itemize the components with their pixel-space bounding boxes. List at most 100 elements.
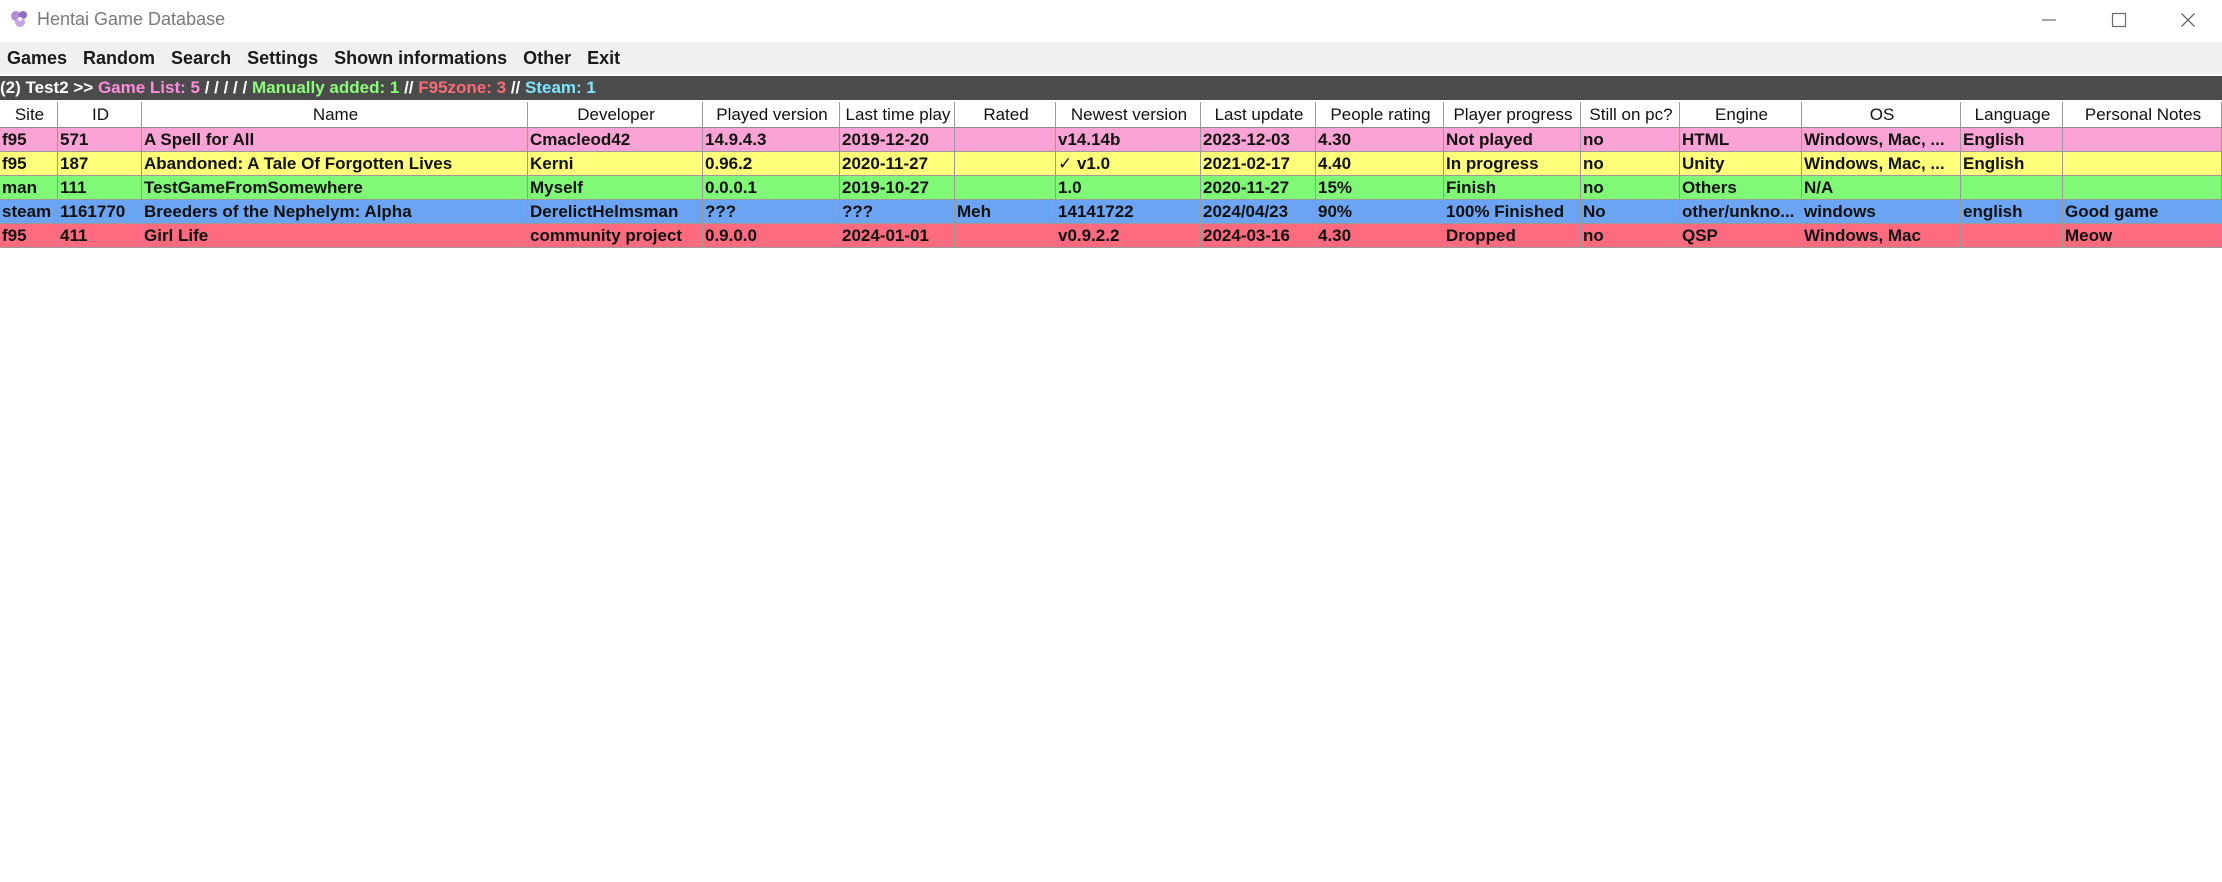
cell-name[interactable]: Girl Life — [142, 224, 528, 247]
cell-language[interactable] — [1961, 176, 2063, 199]
minimize-button[interactable] — [2015, 0, 2083, 40]
cell-os[interactable]: Windows, Mac — [1802, 224, 1961, 247]
cell-personal-notes[interactable] — [2063, 152, 2222, 175]
cell-people-rating[interactable]: 4.30 — [1316, 224, 1444, 247]
column-header-os[interactable]: OS — [1802, 102, 1961, 127]
cell-rated[interactable] — [955, 152, 1056, 175]
cell-id[interactable]: 187 — [58, 152, 142, 175]
cell-player-progress[interactable]: Not played — [1444, 128, 1581, 151]
cell-name[interactable]: Abandoned: A Tale Of Forgotten Lives — [142, 152, 528, 175]
column-header-name[interactable]: Name — [142, 102, 528, 127]
cell-player-progress[interactable]: Dropped — [1444, 224, 1581, 247]
cell-people-rating[interactable]: 15% — [1316, 176, 1444, 199]
table-row[interactable]: steam 1161770 Breeders of the Nephelym: Al… — [0, 200, 2222, 224]
cell-engine[interactable]: QSP — [1680, 224, 1802, 247]
cell-personal-notes[interactable] — [2063, 176, 2222, 199]
cell-still-on-pc[interactable]: No — [1581, 200, 1680, 223]
cell-name[interactable]: TestGameFromSomewhere — [142, 176, 528, 199]
column-header-language[interactable]: Language — [1961, 102, 2063, 127]
cell-newest-version[interactable]: v0.9.2.2 — [1056, 224, 1201, 247]
cell-site[interactable]: steam — [0, 200, 58, 223]
cell-last-time-play[interactable]: 2019-10-27 — [840, 176, 955, 199]
cell-last-update[interactable]: 2023-12-03 — [1201, 128, 1316, 151]
cell-played-version[interactable]: 0.0.0.1 — [703, 176, 840, 199]
cell-played-version[interactable]: 14.9.4.3 — [703, 128, 840, 151]
menu-games[interactable]: Games — [7, 48, 68, 68]
cell-played-version[interactable]: ??? — [703, 200, 840, 223]
table-row[interactable]: f95 411 Girl Life community project 0.9.0.0 2… — [0, 224, 2222, 248]
cell-developer[interactable]: Myself — [528, 176, 703, 199]
cell-people-rating[interactable]: 90% — [1316, 200, 1444, 223]
cell-developer[interactable]: Kerni — [528, 152, 703, 175]
column-header-newest-version[interactable]: Newest version — [1056, 102, 1201, 127]
cell-engine[interactable]: Others — [1680, 176, 1802, 199]
cell-still-on-pc[interactable]: no — [1581, 152, 1680, 175]
column-header-engine[interactable]: Engine — [1680, 102, 1802, 127]
menu-search[interactable]: Search — [171, 48, 232, 68]
table-row[interactable]: man 111 TestGameFromSomewhere Myself 0.0.0.1… — [0, 176, 2222, 200]
cell-name[interactable]: Breeders of the Nephelym: Alpha — [142, 200, 528, 223]
cell-language[interactable] — [1961, 224, 2063, 247]
cell-id[interactable]: 1161770 — [58, 200, 142, 223]
cell-name[interactable]: A Spell for All — [142, 128, 528, 151]
cell-rated[interactable] — [955, 128, 1056, 151]
cell-site[interactable]: f95 — [0, 224, 58, 247]
cell-site[interactable]: f95 — [0, 152, 58, 175]
cell-last-update[interactable]: 2024/04/23 — [1201, 200, 1316, 223]
cell-site[interactable]: f95 — [0, 128, 58, 151]
column-header-developer[interactable]: Developer — [528, 102, 703, 127]
cell-still-on-pc[interactable]: no — [1581, 176, 1680, 199]
cell-rated[interactable]: Meh — [955, 200, 1056, 223]
cell-language[interactable]: English — [1961, 128, 2063, 151]
maximize-button[interactable] — [2085, 0, 2153, 40]
cell-engine[interactable]: HTML — [1680, 128, 1802, 151]
cell-os[interactable]: windows — [1802, 200, 1961, 223]
cell-id[interactable]: 571 — [58, 128, 142, 151]
cell-personal-notes[interactable]: Meow — [2063, 224, 2222, 247]
cell-developer[interactable]: Cmacleod42 — [528, 128, 703, 151]
cell-developer[interactable]: community project — [528, 224, 703, 247]
menu-exit[interactable]: Exit — [587, 48, 621, 68]
column-header-rated[interactable]: Rated — [955, 102, 1056, 127]
cell-rated[interactable] — [955, 176, 1056, 199]
cell-id[interactable]: 411 — [58, 224, 142, 247]
cell-played-version[interactable]: 0.9.0.0 — [703, 224, 840, 247]
cell-still-on-pc[interactable]: no — [1581, 224, 1680, 247]
cell-last-update[interactable]: 2024-03-16 — [1201, 224, 1316, 247]
cell-language[interactable]: english — [1961, 200, 2063, 223]
cell-still-on-pc[interactable]: no — [1581, 128, 1680, 151]
menu-random[interactable]: Random — [83, 48, 156, 68]
cell-site[interactable]: man — [0, 176, 58, 199]
cell-newest-version[interactable]: 1.0 — [1056, 176, 1201, 199]
cell-last-time-play[interactable]: 2020-11-27 — [840, 152, 955, 175]
cell-newest-version[interactable]: 14141722 — [1056, 200, 1201, 223]
column-header-still-on-pc[interactable]: Still on pc? — [1581, 102, 1680, 127]
cell-id[interactable]: 111 — [58, 176, 142, 199]
column-header-site[interactable]: Site — [0, 102, 58, 127]
cell-language[interactable]: English — [1961, 152, 2063, 175]
column-header-last-time-play[interactable]: Last time play — [840, 102, 955, 127]
cell-people-rating[interactable]: 4.40 — [1316, 152, 1444, 175]
cell-player-progress[interactable]: In progress — [1444, 152, 1581, 175]
cell-rated[interactable] — [955, 224, 1056, 247]
close-button[interactable] — [2154, 0, 2222, 40]
cell-os[interactable]: Windows, Mac, ... — [1802, 152, 1961, 175]
cell-last-time-play[interactable]: 2019-12-20 — [840, 128, 955, 151]
column-header-personal-notes[interactable]: Personal Notes — [2063, 102, 2222, 127]
menu-other[interactable]: Other — [523, 48, 572, 68]
cell-player-progress[interactable]: 100% Finished — [1444, 200, 1581, 223]
menu-settings[interactable]: Settings — [247, 48, 319, 68]
cell-os[interactable]: Windows, Mac, ... — [1802, 128, 1961, 151]
cell-engine[interactable]: Unity — [1680, 152, 1802, 175]
cell-os[interactable]: N/A — [1802, 176, 1961, 199]
cell-newest-version[interactable]: v14.14b — [1056, 128, 1201, 151]
cell-player-progress[interactable]: Finish — [1444, 176, 1581, 199]
column-header-people-rating[interactable]: People rating — [1316, 102, 1444, 127]
cell-people-rating[interactable]: 4.30 — [1316, 128, 1444, 151]
column-header-last-update[interactable]: Last update — [1201, 102, 1316, 127]
column-header-played-version[interactable]: Played version — [703, 102, 840, 127]
table-row[interactable]: f95 571 A Spell for All Cmacleod42 14.9.4.3 2… — [0, 128, 2222, 152]
menu-shown-informations[interactable]: Shown informations — [334, 48, 508, 68]
cell-last-time-play[interactable]: 2024-01-01 — [840, 224, 955, 247]
title-bar[interactable]: Hentai Game Database — [0, 0, 2222, 40]
